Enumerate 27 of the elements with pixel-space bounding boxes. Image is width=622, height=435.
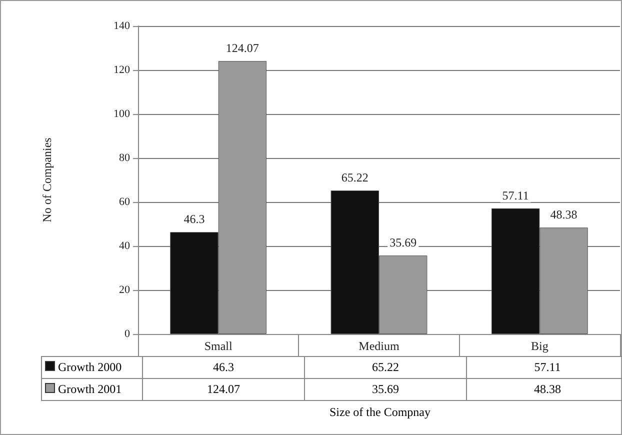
- x-tick-label: Medium: [358, 339, 400, 353]
- data-label: 35.69: [390, 235, 417, 250]
- y-tick-label: 100: [114, 108, 130, 120]
- y-tick-label: 0: [124, 328, 130, 340]
- legend-label: Growth 2000: [42, 356, 142, 378]
- data-label: 65.22: [341, 170, 368, 185]
- text: 65.22: [304, 356, 466, 378]
- data-label: 57.11: [502, 188, 529, 202]
- text: 35.69: [304, 378, 466, 400]
- data-label: 48.38: [550, 208, 578, 222]
- y-tick-label: 80: [119, 152, 130, 164]
- x-tick-label: Big: [530, 339, 548, 353]
- y-tick-label: 40: [119, 240, 130, 252]
- text: 48.38: [466, 378, 622, 400]
- data-label: 46.3: [184, 212, 205, 226]
- y-tick-label: 140: [114, 20, 130, 32]
- text: 57.11: [466, 356, 622, 378]
- text: 124.07: [142, 378, 304, 400]
- data-label: 124.07: [226, 41, 259, 56]
- x-tick-label: Small: [204, 339, 233, 353]
- y-tick-label: 120: [114, 64, 130, 76]
- legend-label: Growth 2001: [42, 378, 142, 400]
- x-axis-title: Size of the Compnay: [328, 405, 432, 420]
- y-tick-label: 20: [119, 284, 130, 296]
- text: 46.3: [142, 356, 304, 378]
- y-axis-title: No of Companies: [40, 137, 54, 222]
- y-tick-label: 60: [119, 196, 130, 208]
